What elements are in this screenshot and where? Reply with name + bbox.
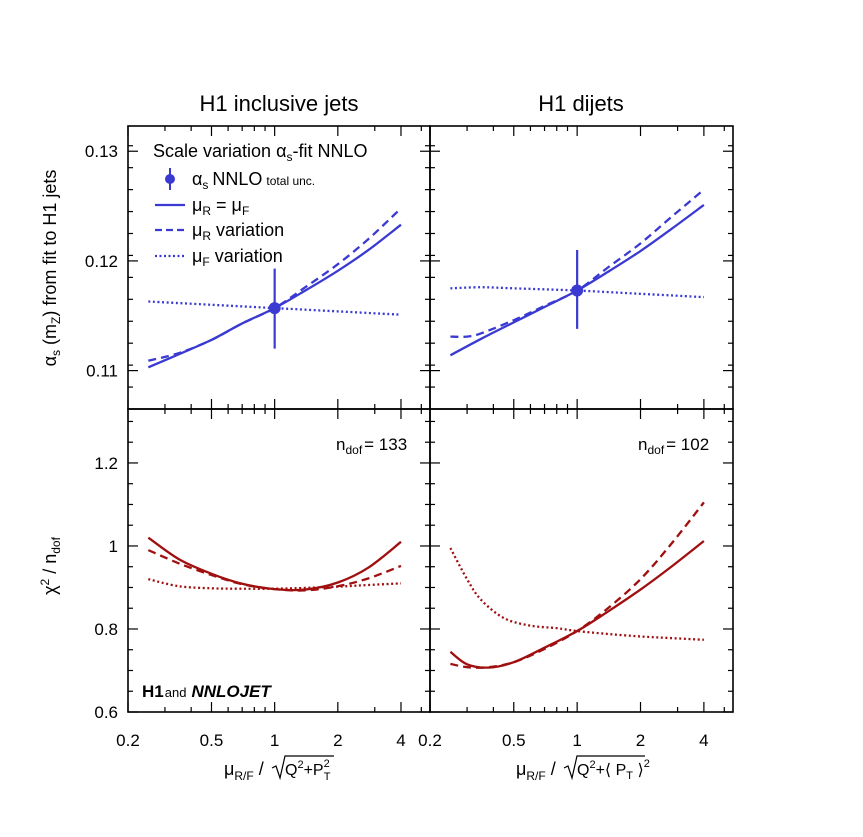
chi2-curve-dashed-col1 xyxy=(450,501,705,669)
y-tick-label: 0.12 xyxy=(85,252,118,271)
x-tick-label: 0.2 xyxy=(418,731,442,750)
y-tick-label: 0.8 xyxy=(94,620,118,639)
svg-text:αs (mZ) from fit to H1 jets: αs (mZ) from fit to H1 jets xyxy=(40,170,63,367)
legend-entry-dotted: μF variation xyxy=(192,246,283,269)
x-tick-label: 2 xyxy=(636,731,645,750)
chi2-curve-dotted-col1 xyxy=(449,547,704,641)
y-tick-label: 1 xyxy=(109,537,118,556)
x-tick-label: 0.5 xyxy=(200,731,224,750)
svg-text:χ2 / ndof: χ2 / ndof xyxy=(38,536,63,595)
branding-label: H1and NNLOJET xyxy=(142,682,272,701)
axis-ticks: 0.2 0.5 1 2 4 0.2 0.5 1 2 4 0.11 0.12 0.13 0.6 0.8 1 1.2 xyxy=(85,126,733,750)
x-tick-label: 1 xyxy=(270,731,279,750)
svg-text:μR/F /: μR/F / xyxy=(516,759,556,783)
chi2-curve-dashed-col0 xyxy=(147,549,402,592)
y-axis-title-chi2: χ2 / ndof xyxy=(38,536,63,595)
data-points xyxy=(268,249,584,349)
ndof-label-inclusive: ndof = 133 xyxy=(336,435,407,457)
chi2-curve-solid-col1 xyxy=(449,540,705,669)
legend-point-marker xyxy=(165,174,175,184)
legend-entry-dashed: μR variation xyxy=(192,220,284,243)
legend: Scale variation αs-fit NNLO αs NNLO total … xyxy=(153,141,368,269)
alpha-curve-dashed-col1 xyxy=(450,188,705,338)
col-title-inclusive-jets: H1 inclusive jets xyxy=(200,91,359,116)
legend-header: Scale variation αs-fit NNLO xyxy=(153,141,368,164)
y-axis-title-alpha: αs (mZ) from fit to H1 jets xyxy=(40,170,63,367)
ndof-label-dijets: ndof = 102 xyxy=(638,435,709,457)
x-tick-label: 0.5 xyxy=(502,731,526,750)
x-axis-title-inclusive: μR/F / Q2+P2 T xyxy=(224,755,334,783)
alpha-curve-dotted-col0 xyxy=(148,300,402,316)
legend-entry-point: αs NNLO total unc. xyxy=(192,169,315,192)
legend-entry-solid: μR = μF xyxy=(192,195,249,218)
y-tick-label: 0.6 xyxy=(94,703,118,722)
y-tick-label: 1.2 xyxy=(94,454,118,473)
panel-frame-top-right xyxy=(429,125,734,410)
panel-frame-top-left xyxy=(127,125,431,410)
col-title-dijets: H1 dijets xyxy=(538,91,624,116)
svg-text:μR/F /: μR/F / xyxy=(224,759,264,783)
svg-text:Q2+P2T: Q2+P2 T xyxy=(285,758,331,783)
x-tick-label: 0.2 xyxy=(116,731,140,750)
x-tick-label: 1 xyxy=(572,731,581,750)
x-tick-label: 2 xyxy=(333,731,342,750)
alpha-curve-dotted-col1 xyxy=(450,286,704,299)
chi2-curve-solid-col0 xyxy=(147,536,402,592)
x-axis-title-dijets: μR/F / Q2+⟨ PT ⟩2 xyxy=(516,755,650,783)
alpha-point-col0 xyxy=(268,302,281,315)
alpha-point-col1 xyxy=(571,284,584,297)
y-tick-label: 0.13 xyxy=(85,142,118,161)
x-tick-label: 4 xyxy=(396,731,405,750)
x-tick-label: 4 xyxy=(699,731,708,750)
chi2-curve-dotted-col0 xyxy=(148,578,402,590)
y-tick-label: 0.11 xyxy=(86,362,118,381)
svg-text:Q2+⟨ PT ⟩2: Q2+⟨ PT ⟩2 xyxy=(577,758,650,782)
panel-frame-bottom-right xyxy=(429,408,734,713)
